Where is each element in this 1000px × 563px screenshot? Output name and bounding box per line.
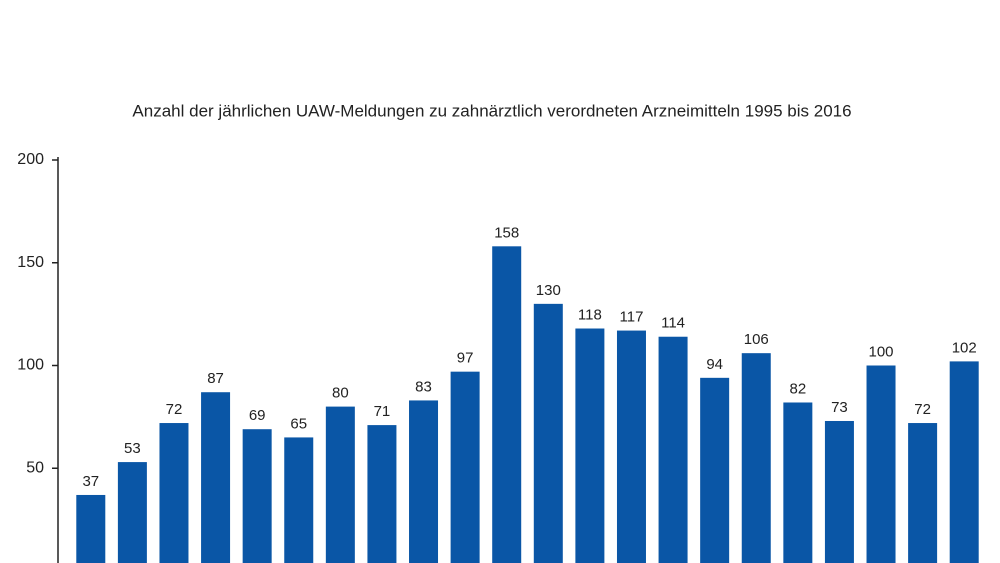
bar — [741, 353, 771, 563]
value-label: 80 — [332, 385, 349, 402]
value-label: 53 — [124, 440, 141, 457]
bar — [117, 462, 147, 563]
value-label: 130 — [536, 282, 561, 299]
bar — [325, 406, 355, 563]
value-label: 69 — [249, 407, 266, 424]
value-label: 117 — [620, 309, 644, 326]
bar — [159, 423, 189, 563]
value-label: 82 — [789, 380, 806, 397]
value-label: 83 — [415, 378, 432, 395]
bar — [76, 494, 106, 563]
value-label: 94 — [706, 356, 723, 373]
value-label: 73 — [831, 399, 848, 416]
bar — [201, 392, 231, 563]
bar — [824, 420, 854, 563]
value-label: 97 — [457, 350, 474, 367]
value-label: 102 — [952, 339, 977, 356]
value-label: 158 — [494, 224, 519, 241]
value-label: 118 — [578, 306, 602, 323]
value-label: 100 — [869, 343, 894, 360]
bar — [450, 371, 480, 563]
bar — [616, 330, 646, 563]
bar — [949, 361, 979, 563]
bar — [700, 377, 730, 563]
bar — [409, 400, 439, 563]
bar — [367, 425, 397, 563]
bar — [284, 437, 314, 563]
y-tick-label: 100 — [17, 357, 44, 374]
bar — [658, 336, 688, 563]
y-tick-label: 50 — [26, 459, 44, 476]
value-label: 37 — [82, 473, 99, 490]
value-label: 72 — [914, 401, 931, 418]
value-label: 72 — [166, 401, 183, 418]
value-label: 114 — [661, 315, 685, 332]
value-label: 106 — [744, 331, 769, 348]
bar — [533, 303, 563, 563]
value-label: 71 — [374, 403, 391, 420]
y-tick-label: 150 — [17, 254, 44, 271]
bar — [492, 246, 522, 563]
bar — [242, 429, 272, 563]
bar — [783, 402, 813, 563]
bar — [908, 423, 938, 563]
bar — [866, 365, 896, 563]
y-tick-label: 200 — [17, 151, 44, 168]
value-label: 87 — [207, 370, 224, 387]
chart-title: Anzahl der jährlichen UAW-Meldungen zu z… — [132, 101, 851, 120]
value-label: 65 — [290, 415, 307, 432]
bar — [575, 328, 605, 563]
